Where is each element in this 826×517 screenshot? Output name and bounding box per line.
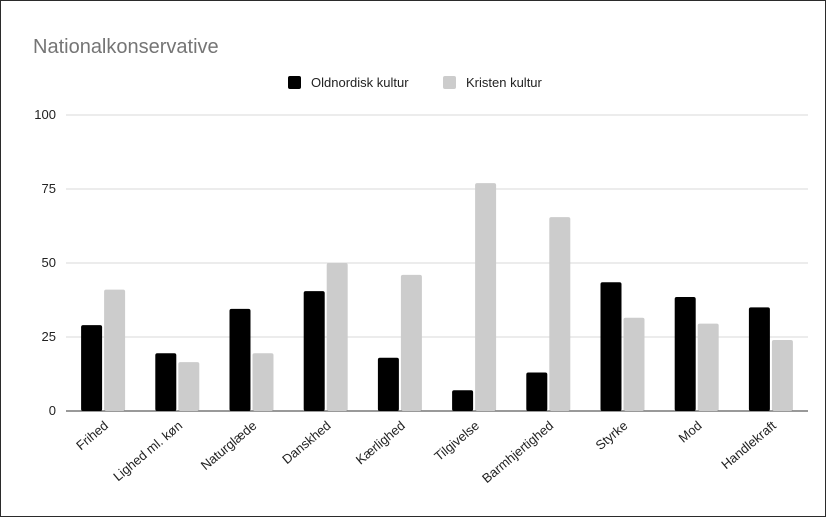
legend-swatch-kristen	[443, 76, 456, 89]
bar-oldnordisk	[600, 282, 622, 411]
x-category-label: Naturglæde	[198, 418, 260, 473]
x-category-label: Tilgivelse	[431, 418, 482, 464]
y-tick-label: 100	[34, 107, 56, 122]
x-category-label: Danskhed	[279, 418, 333, 467]
x-category-label: Handlekraft	[718, 418, 779, 472]
bar-oldnordisk	[526, 372, 548, 411]
legend: Oldnordisk kultur Kristen kultur	[288, 75, 543, 90]
y-tick-label: 0	[49, 403, 56, 418]
bar-kristen	[326, 263, 348, 411]
y-axis-ticks: 0 25 50 75 100	[34, 107, 56, 418]
bar-kristen	[400, 274, 422, 411]
bar-oldnordisk	[229, 308, 251, 411]
bar-kristen	[178, 362, 200, 411]
bar-kristen	[549, 217, 571, 411]
legend-label-kristen: Kristen kultur	[466, 75, 543, 90]
chart-title: Nationalkonservative	[33, 36, 219, 58]
bar-oldnordisk	[303, 291, 325, 411]
bars	[81, 183, 793, 411]
bar-oldnordisk	[155, 353, 177, 411]
bar-oldnordisk	[674, 297, 696, 411]
bar-kristen	[104, 289, 126, 411]
y-tick-label: 75	[42, 181, 56, 196]
x-category-label: Kærlighed	[353, 418, 408, 468]
gridlines	[66, 114, 808, 412]
y-tick-label: 50	[42, 255, 56, 270]
x-category-label: Styrke	[593, 418, 631, 453]
bar-kristen	[475, 183, 497, 411]
legend-swatch-oldnordisk	[288, 76, 301, 89]
bar-oldnordisk	[452, 390, 474, 411]
bar-oldnordisk	[81, 325, 103, 411]
x-category-label: Frihed	[73, 418, 111, 453]
legend-label-oldnordisk: Oldnordisk kultur	[311, 75, 409, 90]
bar-oldnordisk	[748, 307, 770, 411]
bar-kristen	[697, 323, 719, 411]
x-category-label: Barmhjertighed	[479, 418, 556, 486]
bar-kristen	[771, 339, 793, 411]
bar-kristen	[252, 353, 274, 411]
x-axis-labels: Frihed Lighed ml. køn Naturglæde Danskhed Kæ…	[73, 418, 779, 486]
y-tick-label: 25	[42, 329, 56, 344]
bar-kristen	[623, 317, 645, 411]
x-category-label: Lighed ml. køn	[110, 418, 185, 484]
x-category-label: Mod	[676, 418, 705, 446]
bar-oldnordisk	[377, 357, 399, 411]
